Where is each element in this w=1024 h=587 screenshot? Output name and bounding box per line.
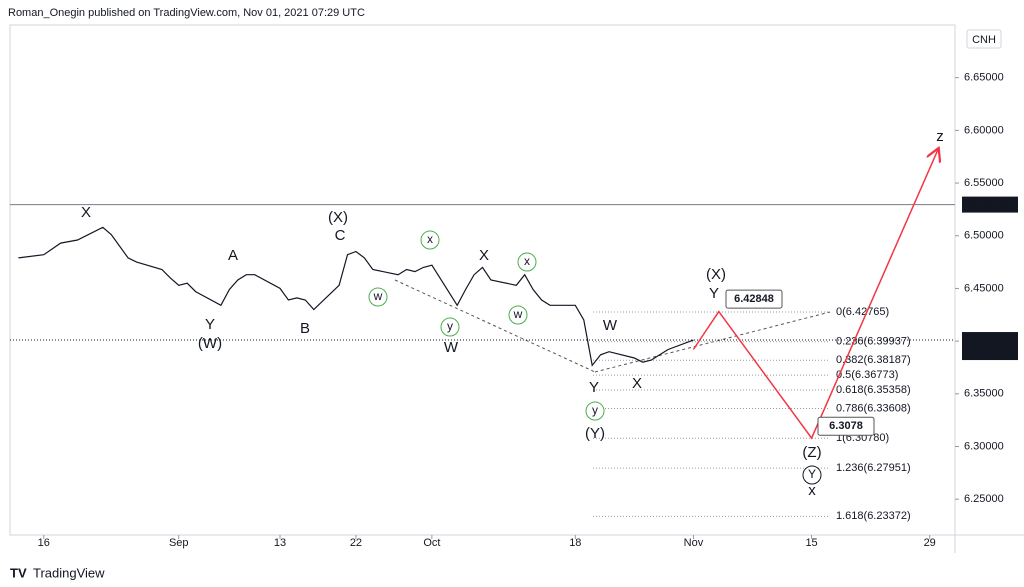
x-tick-label: 22: [350, 537, 362, 549]
fib-label: 0.236(6.39937): [836, 336, 911, 348]
annotation-circle: [585, 401, 605, 421]
wave-label: (Z): [802, 444, 821, 461]
price-tag: [962, 196, 1018, 213]
x-tick-label: 13: [274, 537, 286, 549]
price-tag-label: 6.52956: [966, 199, 1006, 211]
annotation-circle: [802, 465, 822, 485]
annotation-circle: [508, 305, 528, 325]
wave-label: x: [524, 254, 530, 268]
wave-label: C: [335, 227, 346, 244]
trend-line: [594, 311, 831, 373]
wave-label: X: [632, 375, 642, 392]
y-tick-label: 6.25000: [964, 493, 1004, 505]
wave-label: (Y): [585, 425, 605, 442]
y-tick-label: 6.65000: [964, 72, 1004, 84]
y-tick-label: 6.50000: [964, 230, 1004, 242]
wave-label: Y: [709, 285, 719, 302]
x-tick-label: 15: [805, 537, 817, 549]
projection: [692, 149, 938, 440]
symbol: CNH: [972, 34, 996, 46]
x-tick-label: Nov: [684, 537, 704, 549]
wave-label: W: [444, 339, 459, 356]
wave-label: (W): [198, 335, 222, 352]
x-tick-label: 29: [924, 537, 936, 549]
wave-label: w: [373, 289, 383, 303]
timer: 30:06: [966, 347, 994, 359]
wave-label: A: [228, 247, 238, 264]
plot-area: [9, 24, 956, 536]
fib-label: 1.236(6.27951): [836, 462, 911, 474]
annotation-circle: [368, 287, 388, 307]
x-tick-label: 16: [38, 537, 50, 549]
wave-label: W: [603, 317, 618, 334]
wave-label: x: [427, 232, 433, 246]
x-tick-label: Oct: [423, 537, 440, 549]
y-tick-label: 6.60000: [964, 124, 1004, 136]
annotation-circle: [440, 317, 460, 337]
logo: TV: [10, 565, 27, 580]
wave-label: X: [479, 247, 489, 264]
wave-label: y: [447, 319, 453, 333]
symbol-badge: [966, 29, 1002, 49]
wave-label: y: [592, 403, 598, 417]
annotation-circle: [420, 230, 440, 250]
fib-label: 1.618(6.23372): [836, 510, 911, 522]
fib-label: 0.5(6.36773): [836, 369, 898, 381]
price-line: [18, 226, 694, 367]
wave-label: x: [808, 482, 816, 499]
wave-label: (X): [328, 209, 348, 226]
callout-box: [725, 289, 783, 309]
y-tick-label: 6.55000: [964, 177, 1004, 189]
wave-label: z: [936, 128, 944, 145]
wave-label: (X): [706, 266, 726, 283]
y-tick-label: 6.35000: [964, 388, 1004, 400]
header: Roman_Onegin published on TradingView.co…: [8, 7, 365, 19]
fib-label: 0.618(6.35358): [836, 384, 911, 396]
annotation-circle: [517, 252, 537, 272]
wave-label: Y: [205, 316, 215, 333]
y-tick-label: 6.30000: [964, 440, 1004, 452]
wave-label: X: [81, 204, 91, 221]
trend-line: [394, 279, 596, 373]
footer: TradingView: [33, 565, 105, 580]
price-tag-label: 6.40101: [966, 334, 1006, 346]
x-tick-label: Sep: [169, 537, 189, 549]
fib-label: 0.382(6.38187): [836, 354, 911, 366]
x-tick-label: 18: [569, 537, 581, 549]
callout-label: 6.42848: [734, 293, 774, 305]
callout-box: [817, 416, 875, 436]
wave-label: B: [300, 320, 310, 337]
wave-label: Y: [589, 379, 599, 396]
y-tick-label: 6.45000: [964, 282, 1004, 294]
wave-label: Y: [808, 467, 816, 481]
fib-label: 0(6.42765): [836, 306, 889, 318]
fib-label: 0.786(6.33608): [836, 402, 911, 414]
wave-label: w: [513, 307, 523, 321]
callout-label: 6.3078: [829, 420, 863, 432]
price-tag: [962, 332, 1018, 361]
